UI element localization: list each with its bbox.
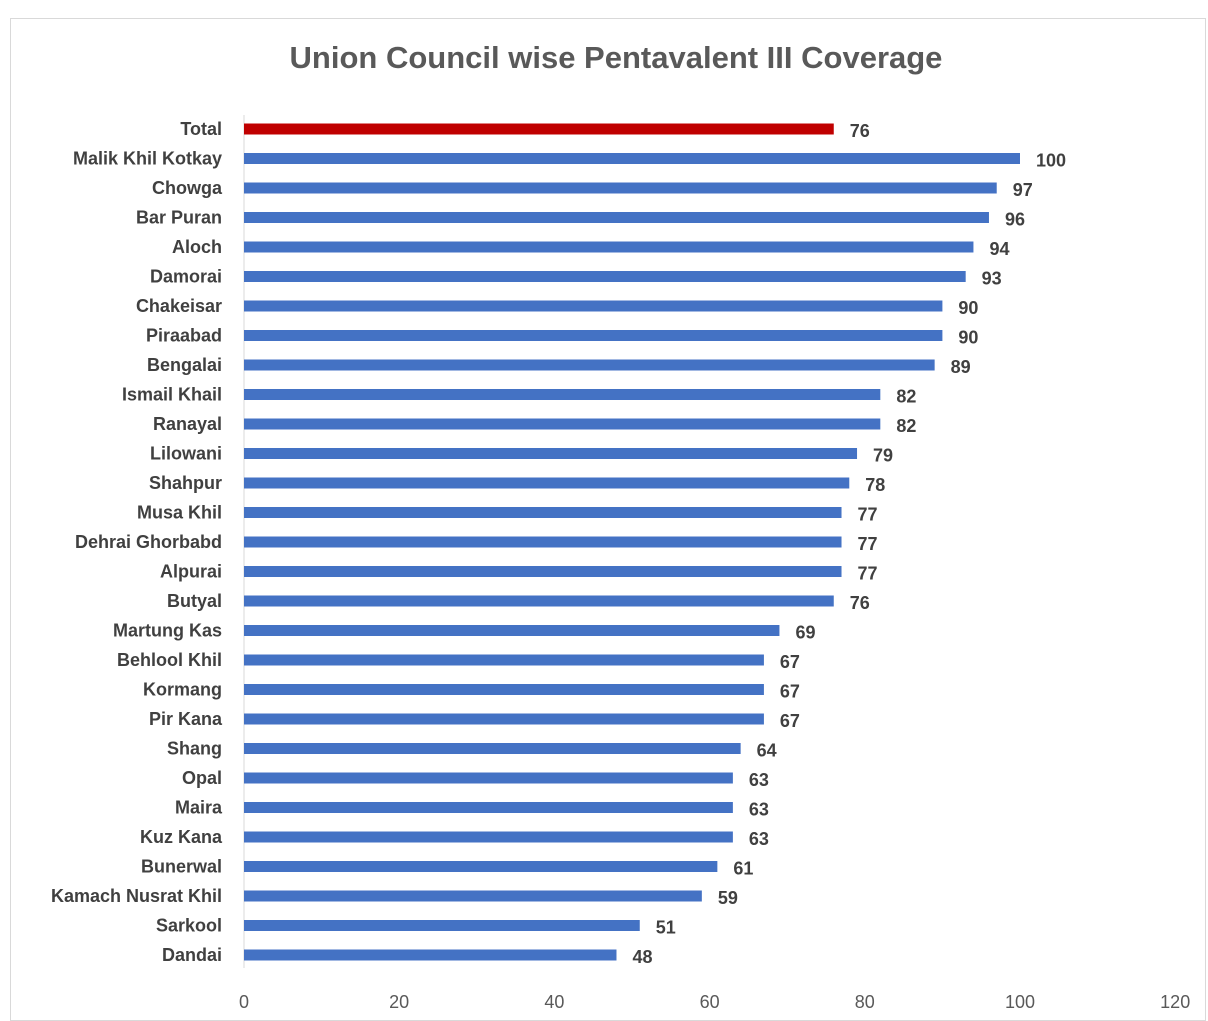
bar-chakeisar bbox=[244, 300, 943, 312]
category-label-ismail-khail: Ismail Khail bbox=[122, 385, 222, 405]
bar-shahpur bbox=[244, 477, 850, 489]
category-label-piraabad: Piraabad bbox=[146, 326, 222, 346]
data-label-shahpur: 78 bbox=[865, 475, 885, 495]
data-label-lilowani: 79 bbox=[873, 446, 893, 466]
category-label-martung-kas: Martung Kas bbox=[113, 621, 222, 641]
category-label-shahpur: Shahpur bbox=[149, 473, 222, 493]
data-label-musa-khil: 77 bbox=[858, 505, 878, 525]
bar-chowga bbox=[244, 182, 997, 194]
bar-kamach-nusrat-khil bbox=[244, 890, 702, 902]
chart-title: Union Council wise Pentavalent III Cover… bbox=[289, 40, 943, 75]
bar-kuz-kana bbox=[244, 831, 733, 843]
data-label-chowga: 97 bbox=[1013, 180, 1033, 200]
data-label-martung-kas: 69 bbox=[795, 623, 815, 643]
x-tick-label-20: 20 bbox=[389, 992, 409, 1012]
bar-bengalai bbox=[244, 359, 935, 371]
category-label-total: Total bbox=[180, 119, 222, 139]
data-label-behlool-khil: 67 bbox=[780, 652, 800, 672]
category-label-aloch: Aloch bbox=[172, 237, 222, 257]
x-tick-label-60: 60 bbox=[700, 992, 720, 1012]
data-label-alpurai: 77 bbox=[858, 564, 878, 584]
category-label-chowga: Chowga bbox=[152, 178, 223, 198]
data-label-butyal: 76 bbox=[850, 593, 870, 613]
category-label-bengalai: Bengalai bbox=[147, 355, 222, 375]
data-label-opal: 63 bbox=[749, 770, 769, 790]
x-tick-label-0: 0 bbox=[239, 992, 249, 1012]
data-label-dandai: 48 bbox=[632, 947, 652, 967]
data-label-damorai: 93 bbox=[982, 269, 1002, 289]
bar-opal bbox=[244, 772, 733, 784]
data-label-pir-kana: 67 bbox=[780, 711, 800, 731]
data-label-kamach-nusrat-khil: 59 bbox=[718, 888, 738, 908]
data-label-malik-khil-kotkay: 100 bbox=[1036, 151, 1066, 171]
bar-behlool-khil bbox=[244, 654, 764, 666]
data-label-aloch: 94 bbox=[989, 239, 1009, 259]
bar-total bbox=[244, 123, 834, 135]
data-label-maira: 63 bbox=[749, 800, 769, 820]
data-label-ismail-khail: 82 bbox=[896, 387, 916, 407]
bar-martung-kas bbox=[244, 625, 780, 636]
bar-piraabad bbox=[244, 330, 943, 341]
x-tick-label-120: 120 bbox=[1160, 992, 1190, 1012]
bar-bunerwal bbox=[244, 861, 718, 872]
data-label-dehrai-ghorbabd: 77 bbox=[858, 534, 878, 554]
data-label-bunerwal: 61 bbox=[733, 859, 753, 879]
data-label-piraabad: 90 bbox=[958, 328, 978, 348]
bar-shang bbox=[244, 743, 741, 754]
bar-damorai bbox=[244, 271, 966, 282]
category-label-shang: Shang bbox=[167, 739, 222, 759]
category-label-kuz-kana: Kuz Kana bbox=[140, 827, 223, 847]
data-label-chakeisar: 90 bbox=[958, 298, 978, 318]
bar-dandai bbox=[244, 949, 617, 961]
bar-kormang bbox=[244, 684, 764, 695]
category-label-bar-puran: Bar Puran bbox=[136, 208, 222, 228]
category-label-musa-khil: Musa Khil bbox=[137, 503, 222, 523]
category-label-behlool-khil: Behlool Khil bbox=[117, 650, 222, 670]
category-label-chakeisar: Chakeisar bbox=[136, 296, 222, 316]
bar-pir-kana bbox=[244, 713, 764, 725]
category-label-maira: Maira bbox=[175, 798, 223, 818]
category-label-kamach-nusrat-khil: Kamach Nusrat Khil bbox=[51, 886, 222, 906]
bars-group: Total 76 Malik Khil Kotkay 100 Chowga 97 Bar P… bbox=[51, 119, 1066, 967]
category-label-dandai: Dandai bbox=[162, 945, 222, 965]
category-label-damorai: Damorai bbox=[150, 267, 222, 287]
bar-aloch bbox=[244, 241, 974, 253]
x-tick-label-100: 100 bbox=[1005, 992, 1035, 1012]
bar-lilowani bbox=[244, 448, 858, 459]
bar-butyal bbox=[244, 595, 834, 607]
category-label-dehrai-ghorbabd: Dehrai Ghorbabd bbox=[75, 532, 222, 552]
category-label-opal: Opal bbox=[182, 768, 222, 788]
bar-maira bbox=[244, 802, 733, 813]
category-label-sarkool: Sarkool bbox=[156, 916, 222, 936]
bar-bar-puran bbox=[244, 212, 989, 223]
bar-ismail-khail bbox=[244, 389, 881, 400]
data-label-kuz-kana: 63 bbox=[749, 829, 769, 849]
category-label-butyal: Butyal bbox=[167, 591, 222, 611]
data-label-ranayal: 82 bbox=[896, 416, 916, 436]
category-label-ranayal: Ranayal bbox=[153, 414, 222, 434]
data-label-bar-puran: 96 bbox=[1005, 210, 1025, 230]
bar-musa-khil bbox=[244, 507, 842, 518]
category-label-alpurai: Alpurai bbox=[160, 562, 222, 582]
data-label-shang: 64 bbox=[757, 741, 777, 761]
x-tick-label-80: 80 bbox=[855, 992, 875, 1012]
bar-dehrai-ghorbabd bbox=[244, 536, 842, 548]
data-label-kormang: 67 bbox=[780, 682, 800, 702]
bar-ranayal bbox=[244, 418, 881, 430]
x-axis-ticks: 0 20 40 60 80 100 120 bbox=[239, 992, 1190, 1012]
category-label-kormang: Kormang bbox=[143, 680, 222, 700]
category-label-pir-kana: Pir Kana bbox=[149, 709, 223, 729]
category-label-lilowani: Lilowani bbox=[150, 444, 222, 464]
bar-malik-khil-kotkay bbox=[244, 153, 1020, 164]
category-label-malik-khil-kotkay: Malik Khil Kotkay bbox=[73, 149, 222, 169]
data-label-bengalai: 89 bbox=[951, 357, 971, 377]
bar-alpurai bbox=[244, 566, 842, 577]
x-tick-label-40: 40 bbox=[544, 992, 564, 1012]
data-label-sarkool: 51 bbox=[656, 918, 676, 938]
category-label-bunerwal: Bunerwal bbox=[141, 857, 222, 877]
data-label-total: 76 bbox=[850, 121, 870, 141]
bar-sarkool bbox=[244, 920, 640, 931]
